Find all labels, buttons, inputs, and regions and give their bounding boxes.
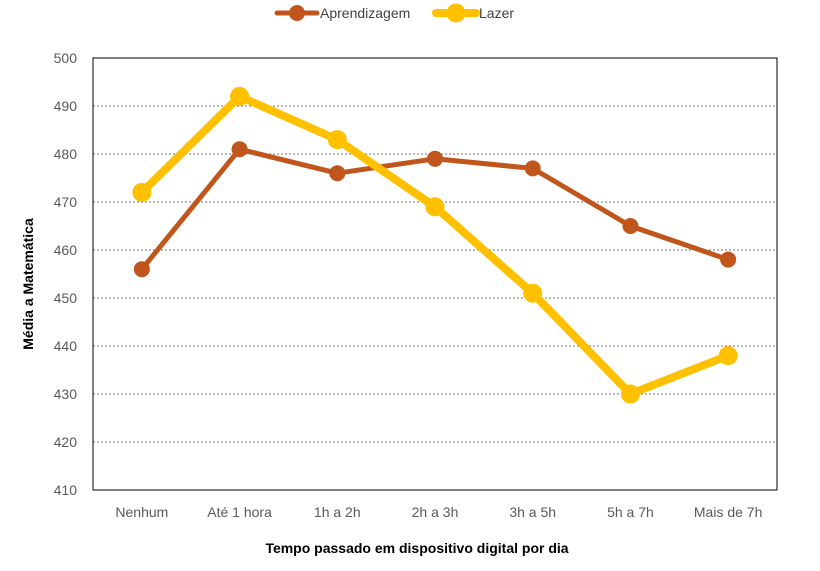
data-point (425, 197, 445, 217)
y-tick-label: 440 (54, 338, 78, 354)
data-point (718, 346, 738, 366)
data-point (132, 182, 152, 202)
x-axis-ticks: Nenhum Até 1 hora 1h a 2h 2h a 3h 3h a 5h 5h … (115, 504, 762, 520)
y-tick-label: 430 (54, 386, 78, 402)
y-tick-label: 460 (54, 242, 78, 258)
series-line (137, 92, 733, 398)
data-point (230, 86, 250, 106)
y-tick-label: 420 (54, 434, 78, 450)
y-tick-label: 410 (54, 482, 78, 498)
legend-marker-swatch (446, 3, 466, 23)
plot-area-frame (92, 57, 778, 491)
x-tick-label: 2h a 3h (412, 504, 459, 520)
data-point (133, 261, 150, 278)
y-axis-title: Média a Matemática (20, 218, 36, 350)
x-tick-label: 3h a 5h (509, 504, 556, 520)
data-point (622, 218, 639, 234)
x-tick-label: 5h a 7h (607, 504, 654, 520)
legend-label: Lazer (479, 5, 514, 21)
series-lazer (132, 86, 738, 404)
series-aprendizagem (133, 141, 737, 278)
data-point (231, 141, 248, 158)
series-layer (132, 86, 738, 404)
data-point (524, 160, 541, 177)
legend: Aprendizagem Lazer (274, 3, 514, 23)
y-tick-label: 470 (54, 194, 78, 210)
data-point (427, 150, 443, 167)
data-point (523, 283, 543, 303)
legend-label: Aprendizagem (320, 5, 410, 21)
legend-item-lazer: Lazer (432, 3, 514, 23)
data-point (329, 165, 346, 182)
legend-marker-swatch (289, 5, 305, 21)
y-tick-label: 480 (54, 146, 78, 162)
data-point (720, 251, 737, 268)
x-tick-label: Até 1 hora (207, 504, 272, 520)
x-tick-label: Mais de 7h (694, 504, 762, 520)
x-axis-title: Tempo passado em dispositivo digital por… (265, 540, 568, 556)
data-point (327, 130, 347, 150)
y-tick-label: 450 (54, 290, 78, 306)
legend-item-aprendizagem: Aprendizagem (274, 5, 410, 21)
x-tick-label: Nenhum (115, 504, 168, 520)
y-tick-label: 490 (54, 98, 78, 114)
x-tick-label: 1h a 2h (314, 504, 361, 520)
y-axis-ticks: 410 420 430 440 450 460 470 480 490 500 (54, 50, 78, 498)
y-tick-label: 500 (54, 50, 78, 66)
data-point (620, 384, 640, 404)
